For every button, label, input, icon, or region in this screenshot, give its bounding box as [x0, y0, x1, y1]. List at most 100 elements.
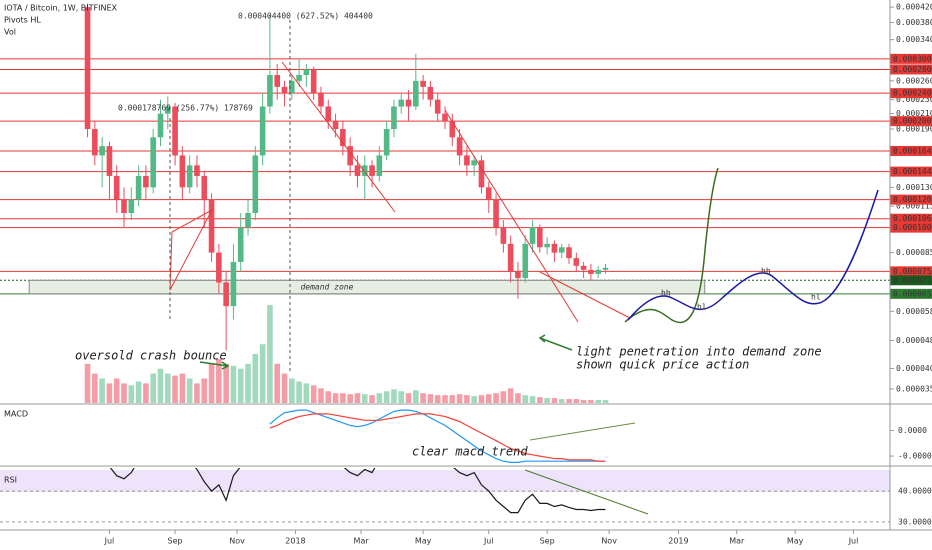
- y-tick-label: 0.00004800: [896, 336, 932, 345]
- level-label: 0.00030000: [893, 54, 932, 63]
- level-tag: [890, 53, 932, 64]
- volume-bar: [113, 378, 120, 403]
- level-label: 0.00007525: [893, 267, 932, 276]
- candle-body: [186, 165, 193, 188]
- x-tick-label: Jul: [483, 537, 494, 546]
- y-tick-label: 0.00026000: [896, 76, 932, 85]
- candle-body: [405, 99, 412, 107]
- chart-title: IOTA / Bitcoin, 1W, BITFINEX: [4, 4, 118, 13]
- volume-bar: [121, 383, 127, 403]
- level-tag: [890, 88, 932, 99]
- y-tick-label: 0.00034000: [896, 35, 932, 44]
- macd-line: [269, 409, 606, 463]
- volume-bar: [449, 395, 456, 403]
- candle-body: [216, 252, 222, 283]
- candle-body: [558, 247, 565, 253]
- candle-body: [223, 282, 229, 307]
- annotation: light penetration into demand zone: [576, 345, 822, 359]
- candle-body: [310, 69, 317, 94]
- arrow-head: [221, 361, 230, 370]
- level-label: 0.00010600: [893, 214, 932, 223]
- swing-label: hh: [761, 267, 771, 276]
- volume-bar: [216, 358, 222, 403]
- level-label: 0.00012000: [893, 195, 932, 204]
- trend-line: [539, 271, 631, 319]
- swing-label: hh: [661, 289, 671, 298]
- x-tick-label: Sep: [540, 537, 555, 546]
- candle-body: [267, 75, 273, 107]
- x-tick-label: Jul: [848, 537, 859, 546]
- rsi-band: [0, 470, 890, 492]
- candle-body: [135, 175, 142, 200]
- candle-body: [259, 106, 266, 156]
- volume-bar: [493, 393, 499, 403]
- volume-bar: [150, 373, 156, 403]
- candle-body: [245, 213, 251, 228]
- level-tag: [890, 213, 932, 224]
- volume-bar: [471, 396, 477, 403]
- level-label: 0.00006500: [893, 289, 932, 298]
- level-label: 0.00010000: [893, 223, 932, 232]
- volume-bar: [507, 388, 514, 403]
- swing-label: hl: [811, 293, 821, 302]
- volume-bar: [376, 393, 383, 403]
- volume-bar: [580, 400, 587, 403]
- volume-bar: [252, 354, 259, 403]
- candle-body: [507, 243, 514, 272]
- arrow-head: [538, 334, 546, 343]
- candle-body: [303, 69, 310, 76]
- volume-bar: [303, 383, 310, 403]
- volume-bar: [529, 396, 536, 403]
- candle-body: [318, 93, 324, 107]
- volume-bar: [361, 394, 368, 403]
- swing-label: hl: [697, 303, 707, 312]
- candle-body: [383, 129, 390, 156]
- volume-bar: [537, 397, 543, 403]
- candle-body: [493, 199, 499, 228]
- x-tick-label: Mar: [729, 537, 745, 546]
- candle-body: [369, 165, 375, 176]
- level-tag: [890, 116, 932, 127]
- macd-trend: [529, 422, 636, 441]
- x-tick-label: May: [415, 537, 432, 546]
- x-tick-label: 2019: [668, 537, 688, 546]
- candle-body: [442, 113, 448, 122]
- volume-bar: [522, 395, 529, 403]
- candle-body: [500, 227, 507, 244]
- candle-body: [172, 106, 178, 156]
- arrow: [199, 361, 229, 367]
- volume-bar: [245, 363, 251, 403]
- volume-bar: [369, 395, 375, 403]
- volume-bar: [164, 373, 171, 403]
- candle-body: [179, 155, 186, 188]
- level-label: 0.00028000: [893, 65, 932, 74]
- macd-line: [269, 413, 606, 462]
- y-tick-label: 0.00013000: [896, 183, 932, 192]
- indicator-label: Vol: [4, 28, 16, 37]
- volume-bar: [420, 393, 426, 403]
- volume-bar: [573, 399, 580, 403]
- volume-bar: [201, 378, 208, 403]
- candle-body: [449, 121, 456, 138]
- candle-body: [485, 187, 492, 200]
- projection-blue: [627, 189, 879, 321]
- demand-zone-label: demand zone: [300, 283, 353, 292]
- trend-line: [281, 61, 396, 213]
- level-tag: [890, 64, 932, 75]
- level-label: 0.00024000: [893, 89, 932, 98]
- volume-bar: [318, 388, 324, 403]
- y-tick-label: 0.00003500: [896, 384, 932, 393]
- candle-body: [164, 106, 171, 114]
- candle-body: [580, 265, 587, 270]
- level-tag: [890, 145, 932, 156]
- volume-bar: [485, 394, 492, 403]
- candle-body: [252, 155, 259, 214]
- level-label: 0.00007100: [893, 276, 932, 285]
- volume-bar: [478, 395, 485, 403]
- volume-bar: [259, 344, 266, 403]
- level-label: 0.00014400: [893, 167, 932, 176]
- volume-bar: [544, 398, 550, 403]
- y-tick-label: 30.0000: [898, 517, 932, 526]
- y-tick-label: 0.00019000: [896, 125, 932, 134]
- candle-body: [602, 267, 609, 270]
